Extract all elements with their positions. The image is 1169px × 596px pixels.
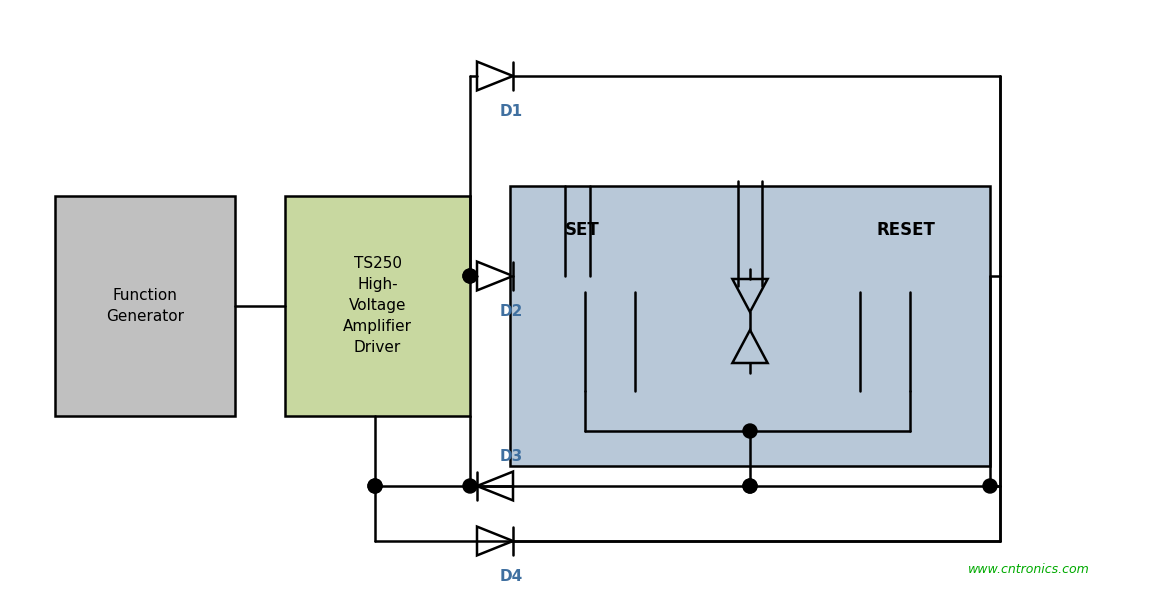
Circle shape [743, 424, 758, 438]
Circle shape [463, 269, 477, 283]
Circle shape [743, 479, 758, 493]
Circle shape [368, 479, 382, 493]
Text: RESET: RESET [876, 221, 935, 239]
Text: D2: D2 [500, 304, 524, 319]
Text: SET: SET [565, 221, 600, 239]
Text: D3: D3 [500, 449, 524, 464]
Text: D1: D1 [500, 104, 523, 119]
FancyBboxPatch shape [285, 196, 470, 416]
FancyBboxPatch shape [510, 186, 990, 466]
FancyBboxPatch shape [55, 196, 235, 416]
Text: www.cntronics.com: www.cntronics.com [968, 563, 1090, 576]
Text: D4: D4 [500, 569, 524, 584]
Circle shape [463, 269, 477, 283]
Text: TS250
High-
Voltage
Amplifier
Driver: TS250 High- Voltage Amplifier Driver [343, 256, 411, 355]
Text: Function
Generator: Function Generator [106, 288, 184, 324]
Circle shape [983, 479, 997, 493]
Circle shape [368, 479, 382, 493]
Circle shape [463, 479, 477, 493]
Circle shape [743, 479, 758, 493]
